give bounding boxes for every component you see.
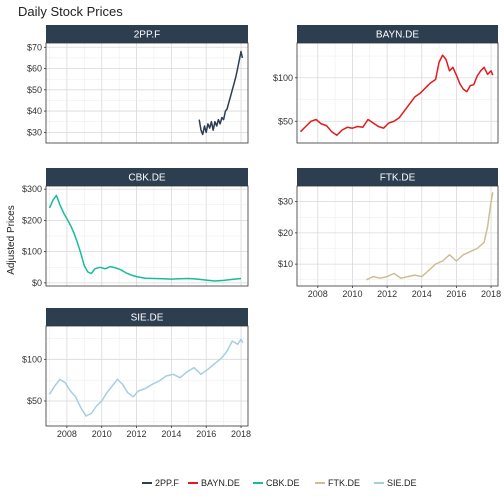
x-tick-label: 2008 <box>57 429 77 439</box>
series-line-bayn-de <box>299 54 494 136</box>
panel-strip <box>46 308 248 326</box>
y-tick-label: $60 <box>27 64 42 74</box>
y-tick-label: $100 <box>273 73 293 83</box>
panel-sie-de: SIE.DE $50 $100 2008 2010 2012 2014 2016 2018 <box>22 308 251 439</box>
panel-strip <box>297 168 498 186</box>
panel-title: SIE.DE <box>131 313 164 324</box>
x-tick-label: 2016 <box>196 429 216 439</box>
y-tick-label: $50 <box>278 116 293 126</box>
facet-panels: 2PP.F$30$40$50$60$70BAYN.DE$50$100CBK.DE… <box>22 25 501 439</box>
panel-grid <box>46 186 248 286</box>
y-tick-label: $40 <box>27 106 42 116</box>
chart-title: Daily Stock Prices <box>18 4 123 19</box>
panel-title: FTK.DE <box>380 173 416 184</box>
panel-border <box>296 185 499 287</box>
legend-item: 2PP.F <box>142 478 179 488</box>
y-tick-label: $70 <box>27 42 42 52</box>
legend-label: SIE.DE <box>387 478 417 488</box>
legend-item: SIE.DE <box>374 478 417 488</box>
legend-item: CBK.DE <box>253 478 300 488</box>
y-tick-label: $50 <box>27 85 42 95</box>
y-tick-label: $300 <box>22 184 42 194</box>
series-line-cbk-de <box>48 194 242 282</box>
y-tick-label: $20 <box>278 228 293 238</box>
panel-strip <box>46 168 248 186</box>
x-tick-label: 2012 <box>377 289 397 299</box>
legend-label: CBK.DE <box>266 478 300 488</box>
x-tick-label: 2010 <box>92 429 112 439</box>
panel-ftk-de: FTK.DE $10 $20 $30 2008 2010 2012 2014 2016 2018 <box>278 168 501 299</box>
y-tick-label: $100 <box>22 247 42 257</box>
panel-grid <box>46 43 248 143</box>
x-tick-label: 2018 <box>481 289 501 299</box>
panel-bayn-de: BAYN.DE $50 $100 <box>273 25 499 144</box>
legend-label: BAYN.DE <box>201 478 240 488</box>
series-line-2pp-f <box>198 50 244 136</box>
panel-border <box>45 185 249 287</box>
y-tick-label: $200 <box>22 215 42 225</box>
series-line-sie-de <box>48 338 244 417</box>
y-tick-label: $10 <box>278 259 293 269</box>
x-tick-label: 2018 <box>231 429 251 439</box>
x-tick-label: 2014 <box>412 289 432 299</box>
panel-2pp-f: 2PP.F $30 $40 $50 $60 $70 <box>27 25 249 144</box>
y-tick-label: $0 <box>32 278 42 288</box>
x-tick-label: 2008 <box>308 289 328 299</box>
panel-border <box>45 325 249 427</box>
panel-cbk-de: CBK.DE $0 $100 $200 $300 <box>22 168 249 288</box>
legend: 2PP.F BAYN.DE CBK.DE FTK.DE SIE.DE <box>142 478 417 488</box>
panel-title: BAYN.DE <box>376 30 419 41</box>
y-axis-title: Adjusted Prices <box>6 205 17 274</box>
legend-label: 2PP.F <box>155 478 179 488</box>
y-tick-label: $30 <box>278 197 293 207</box>
panel-border <box>296 42 499 144</box>
x-tick-label: 2012 <box>127 429 147 439</box>
legend-item: FTK.DE <box>315 478 360 488</box>
x-tick-label: 2016 <box>446 289 466 299</box>
panel-title: 2PP.F <box>134 30 161 41</box>
panel-strip <box>46 25 248 43</box>
legend-item: BAYN.DE <box>188 478 240 488</box>
panel-grid <box>297 186 498 286</box>
legend-label: FTK.DE <box>328 478 360 488</box>
panel-strip <box>297 25 498 43</box>
y-tick-label: $100 <box>22 354 42 364</box>
x-tick-label: 2014 <box>161 429 181 439</box>
series-line-ftk-de <box>365 192 494 281</box>
panel-grid <box>297 43 498 143</box>
x-tick-label: 2010 <box>342 289 362 299</box>
y-tick-label: $50 <box>27 396 42 406</box>
panel-title: CBK.DE <box>128 173 166 184</box>
panel-grid <box>46 326 248 426</box>
panel-border <box>45 42 249 144</box>
y-tick-label: $30 <box>27 127 42 137</box>
